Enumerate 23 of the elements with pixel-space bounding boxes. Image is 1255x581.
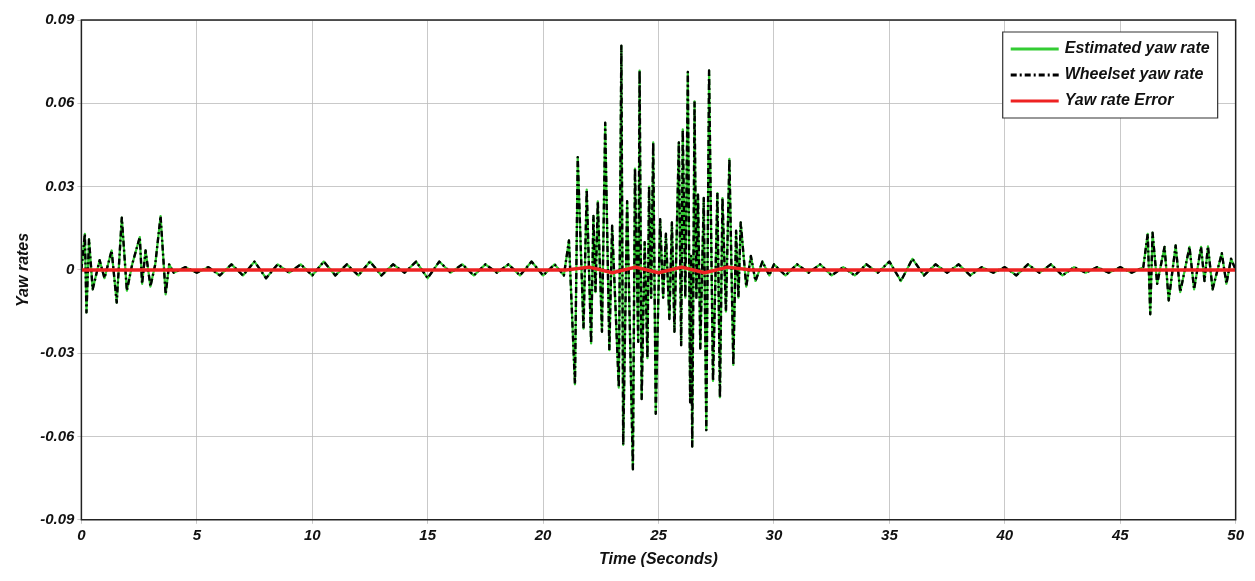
x-tick-label: 20 xyxy=(533,525,553,543)
legend-label: Wheelset yaw rate xyxy=(1064,65,1204,83)
x-tick-label: 40 xyxy=(995,525,1014,543)
y-tick-label: 0 xyxy=(66,260,76,278)
y-tick-label: 0.03 xyxy=(45,176,76,194)
x-tick-label: 45 xyxy=(1110,525,1130,543)
y-tick-label: -0.09 xyxy=(40,509,76,527)
x-tick-label: 50 xyxy=(1227,525,1245,543)
x-tick-label: 10 xyxy=(303,525,322,543)
x-tick-label: 15 xyxy=(419,525,437,543)
y-tick-label: 0.06 xyxy=(45,93,76,111)
x-tick-label: 30 xyxy=(765,525,783,543)
y-tick-label: -0.06 xyxy=(40,426,76,444)
legend-label: Estimated yaw rate xyxy=(1064,39,1210,57)
x-tick-label: 0 xyxy=(77,525,87,543)
x-tick-label: 5 xyxy=(192,525,202,543)
x-tick-label: 25 xyxy=(649,525,668,543)
legend-label: Yaw rate Error xyxy=(1064,91,1175,109)
y-tick-label: 0.09 xyxy=(45,10,76,28)
y-axis-title: Yaw rates xyxy=(14,232,32,307)
y-tick-label: -0.03 xyxy=(40,343,76,361)
x-axis-title: Time (Seconds) xyxy=(599,549,718,567)
x-tick-label: 35 xyxy=(881,525,899,543)
